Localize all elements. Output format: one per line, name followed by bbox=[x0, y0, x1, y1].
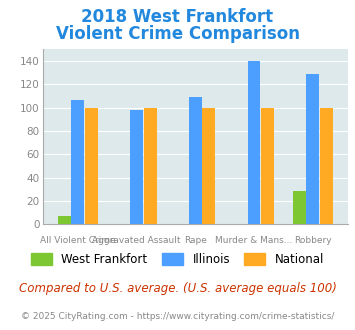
Bar bbox=[85, 108, 98, 224]
Legend: West Frankfort, Illinois, National: West Frankfort, Illinois, National bbox=[31, 252, 324, 266]
Bar bbox=[130, 110, 143, 224]
Bar bbox=[58, 216, 71, 224]
Text: Robbery: Robbery bbox=[294, 236, 332, 245]
Bar bbox=[320, 108, 333, 224]
Bar bbox=[143, 108, 157, 224]
Bar bbox=[202, 108, 215, 224]
Text: © 2025 CityRating.com - https://www.cityrating.com/crime-statistics/: © 2025 CityRating.com - https://www.city… bbox=[21, 312, 334, 321]
Bar bbox=[293, 191, 306, 224]
Bar bbox=[71, 100, 84, 224]
Text: Rape: Rape bbox=[184, 236, 207, 245]
Text: Aggravated Assault: Aggravated Assault bbox=[92, 236, 181, 245]
Text: 2018 West Frankfort: 2018 West Frankfort bbox=[81, 8, 274, 26]
Bar bbox=[261, 108, 274, 224]
Text: Murder & Mans...: Murder & Mans... bbox=[215, 236, 293, 245]
Text: Compared to U.S. average. (U.S. average equals 100): Compared to U.S. average. (U.S. average … bbox=[18, 282, 337, 295]
Text: All Violent Crime: All Violent Crime bbox=[40, 236, 116, 245]
Bar bbox=[189, 97, 202, 224]
Bar bbox=[247, 61, 261, 224]
Text: Violent Crime Comparison: Violent Crime Comparison bbox=[55, 25, 300, 43]
Bar bbox=[306, 74, 319, 224]
